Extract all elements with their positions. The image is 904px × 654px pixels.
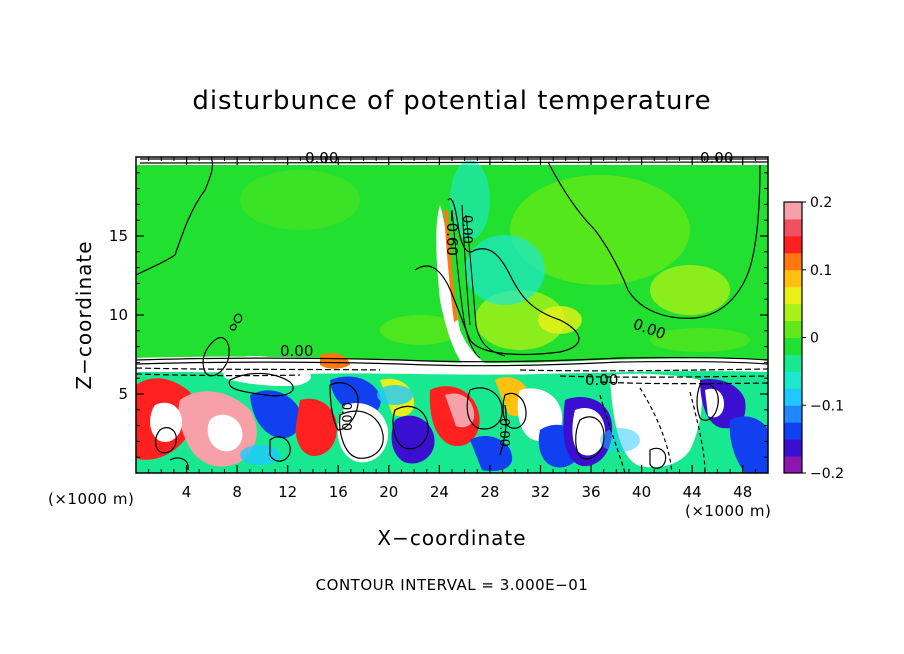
x-tick-label: 40: [632, 483, 651, 501]
y-tick-label: 5: [118, 385, 128, 403]
colorbar-tick-label: −0.1: [810, 398, 844, 414]
colorbar-segment: [784, 202, 802, 220]
colorbar-segment: [784, 354, 802, 372]
colorbar-segment: [784, 320, 802, 338]
colorbar-segment: [784, 456, 802, 474]
colorbar-tick-label: −0.2: [810, 466, 844, 482]
y-axis: 5 10 15: [109, 172, 768, 458]
x-tick-label: 16: [329, 483, 348, 501]
x-unit-label-right: (×1000 m): [685, 502, 772, 520]
contour-label: −0.60: [443, 210, 461, 256]
x-tick-label: 44: [683, 483, 702, 501]
x-tick-label: 24: [430, 483, 449, 501]
x-tick-label: 20: [379, 483, 398, 501]
contour-label: 0.00: [496, 418, 511, 447]
x-tick-label: 12: [278, 483, 297, 501]
contour-label: 0.00: [305, 149, 338, 167]
x-unit-label-left: (×1000 m): [48, 490, 135, 508]
contour-label: 0.00: [459, 215, 474, 244]
y-tick-label: 15: [109, 227, 128, 245]
colorbar-segment: [784, 439, 802, 457]
contour-labels: 0.00 0.00 0.00 0.00 0.00 −0.60 0.00 0.00…: [280, 149, 733, 447]
x-axis-label: X−coordinate: [377, 526, 527, 550]
colorbar-segment: [784, 337, 802, 355]
x-tick-label: 48: [733, 483, 752, 501]
chart-title: disturbunce of potential temperature: [192, 86, 712, 116]
colorbar-segment: [784, 235, 802, 254]
y-tick-label: 10: [109, 306, 128, 324]
colorbar: 0.2 0.1 0 −0.1 −0.2: [783, 195, 844, 482]
colorbar-segment: [784, 371, 802, 389]
x-tick-label: 28: [480, 483, 499, 501]
colorbar-segment: [784, 388, 802, 406]
colorbar-tick-label: 0: [810, 331, 819, 347]
x-tick-label: 8: [232, 483, 242, 501]
contour-label: 0.00: [700, 149, 733, 167]
x-axis: 4 8 12 16 20 24 28 32 36 40 44 48: [148, 157, 756, 501]
temperature-field: [136, 157, 768, 473]
contour-interval-note: CONTOUR INTERVAL = 3.000E−01: [315, 576, 589, 594]
colorbar-segment: [784, 252, 802, 271]
contour-label: 0.00: [338, 402, 353, 431]
contour-label: 0.00: [585, 371, 618, 389]
colorbar-segment: [784, 303, 802, 322]
x-tick-label: 32: [531, 483, 550, 501]
colorbar-segment: [784, 405, 802, 423]
colorbar-tick-label: 0.1: [810, 263, 832, 279]
x-tick-label: 36: [581, 483, 600, 501]
x-tick-label: 4: [182, 483, 192, 501]
colorbar-segment: [784, 286, 802, 305]
contour-label: 0.00: [280, 342, 313, 360]
colorbar-segment: [784, 218, 802, 237]
colorbar-tick-label: 0.2: [810, 195, 832, 211]
colorbar-segment: [784, 422, 802, 440]
colorbar-segment: [784, 269, 802, 288]
